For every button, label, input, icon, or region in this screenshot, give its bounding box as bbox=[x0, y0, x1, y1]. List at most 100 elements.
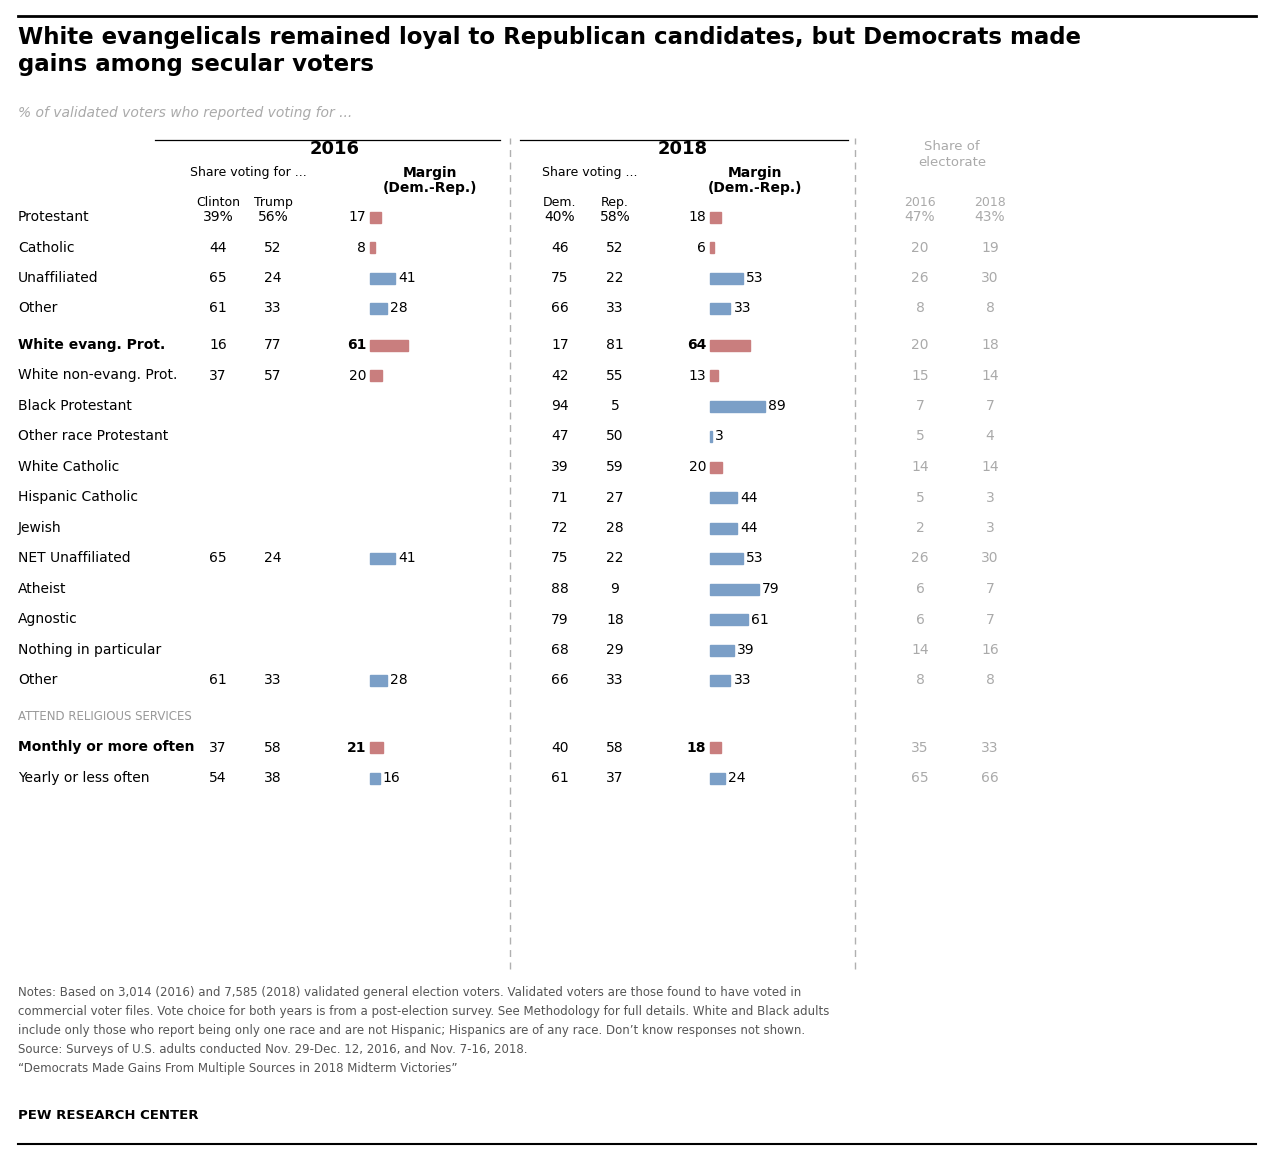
Bar bbox=[710, 741, 721, 753]
Text: 7: 7 bbox=[986, 612, 995, 626]
Text: Share voting for ...: Share voting for ... bbox=[190, 166, 306, 179]
Text: 33: 33 bbox=[264, 674, 282, 688]
Bar bbox=[710, 242, 713, 253]
Text: 77: 77 bbox=[264, 338, 282, 352]
Text: % of validated voters who reported voting for ...: % of validated voters who reported votin… bbox=[18, 106, 352, 120]
Text: 46: 46 bbox=[552, 241, 568, 255]
Text: (Dem.-Rep.): (Dem.-Rep.) bbox=[708, 180, 803, 196]
Text: 30: 30 bbox=[981, 271, 999, 285]
Text: 38: 38 bbox=[264, 771, 282, 785]
Text: Other race Protestant: Other race Protestant bbox=[18, 430, 168, 443]
Text: 33: 33 bbox=[981, 740, 999, 754]
Text: 58: 58 bbox=[606, 740, 624, 754]
Bar bbox=[710, 492, 738, 503]
Text: 50: 50 bbox=[606, 430, 624, 443]
Text: 6: 6 bbox=[697, 241, 706, 255]
Bar bbox=[710, 370, 719, 381]
Text: 18: 18 bbox=[688, 210, 706, 223]
Text: 17: 17 bbox=[552, 338, 568, 352]
Text: 24: 24 bbox=[264, 552, 282, 566]
Text: 58%: 58% bbox=[600, 210, 631, 223]
Text: 7: 7 bbox=[986, 399, 995, 413]
Bar bbox=[710, 212, 721, 222]
Text: 94: 94 bbox=[552, 399, 568, 413]
Text: 20: 20 bbox=[688, 460, 706, 474]
Text: 2016: 2016 bbox=[905, 196, 936, 210]
Text: 61: 61 bbox=[347, 338, 366, 352]
Text: 44: 44 bbox=[740, 521, 758, 535]
Bar bbox=[710, 583, 759, 595]
Text: 53: 53 bbox=[745, 271, 763, 285]
Text: Dem.: Dem. bbox=[543, 196, 577, 210]
Bar bbox=[710, 523, 738, 533]
Text: 24: 24 bbox=[264, 271, 282, 285]
Text: 40%: 40% bbox=[545, 210, 576, 223]
Text: 20: 20 bbox=[911, 241, 929, 255]
Text: 6: 6 bbox=[916, 612, 925, 626]
Text: 33: 33 bbox=[606, 674, 624, 688]
Text: 47: 47 bbox=[552, 430, 568, 443]
Text: 21: 21 bbox=[347, 740, 366, 754]
Text: 29: 29 bbox=[606, 643, 624, 656]
Text: 40: 40 bbox=[552, 740, 568, 754]
Text: 28: 28 bbox=[606, 521, 624, 535]
Text: 81: 81 bbox=[606, 338, 624, 352]
Text: Share voting ...: Share voting ... bbox=[543, 166, 638, 179]
Text: 35: 35 bbox=[911, 740, 929, 754]
Text: 7: 7 bbox=[916, 399, 925, 413]
Text: 33: 33 bbox=[734, 301, 750, 315]
Text: Black Protestant: Black Protestant bbox=[18, 399, 132, 413]
Text: 66: 66 bbox=[552, 301, 569, 315]
Text: 39: 39 bbox=[738, 643, 754, 656]
Text: 26: 26 bbox=[911, 552, 929, 566]
Bar bbox=[710, 303, 730, 314]
Text: 16: 16 bbox=[981, 643, 999, 656]
Text: 28: 28 bbox=[390, 674, 408, 688]
Text: 14: 14 bbox=[981, 460, 999, 474]
Text: 43%: 43% bbox=[975, 210, 1005, 223]
Bar bbox=[369, 212, 381, 222]
Bar bbox=[369, 370, 382, 381]
Text: 8: 8 bbox=[916, 301, 925, 315]
Text: 19: 19 bbox=[981, 241, 999, 255]
Text: 61: 61 bbox=[552, 771, 569, 785]
Text: 3: 3 bbox=[986, 490, 995, 504]
Text: 26: 26 bbox=[911, 271, 929, 285]
Text: 20: 20 bbox=[911, 338, 929, 352]
Bar bbox=[710, 461, 722, 473]
Text: Notes: Based on 3,014 (2016) and 7,585 (2018) validated general election voters.: Notes: Based on 3,014 (2016) and 7,585 (… bbox=[18, 986, 829, 1076]
Text: 9: 9 bbox=[610, 582, 619, 596]
Text: 5: 5 bbox=[610, 399, 619, 413]
Text: 37: 37 bbox=[209, 369, 227, 383]
Bar bbox=[369, 741, 383, 753]
Text: PEW RESEARCH CENTER: PEW RESEARCH CENTER bbox=[18, 1109, 199, 1122]
Text: Other: Other bbox=[18, 301, 57, 315]
Text: 44: 44 bbox=[209, 241, 227, 255]
Text: Margin: Margin bbox=[403, 166, 457, 180]
Text: 65: 65 bbox=[209, 271, 227, 285]
Text: White non-evang. Prot.: White non-evang. Prot. bbox=[18, 369, 177, 383]
Text: 56%: 56% bbox=[257, 210, 288, 223]
Bar bbox=[710, 400, 766, 412]
Text: 33: 33 bbox=[606, 301, 624, 315]
Text: 24: 24 bbox=[727, 771, 745, 785]
Bar bbox=[369, 242, 375, 253]
Text: Hispanic Catholic: Hispanic Catholic bbox=[18, 490, 138, 504]
Text: 61: 61 bbox=[750, 612, 768, 626]
Text: 16: 16 bbox=[209, 338, 227, 352]
Text: 88: 88 bbox=[552, 582, 569, 596]
Text: 18: 18 bbox=[981, 338, 999, 352]
Bar bbox=[369, 553, 395, 565]
Text: 55: 55 bbox=[606, 369, 624, 383]
Text: 5: 5 bbox=[916, 430, 925, 443]
Text: Agnostic: Agnostic bbox=[18, 612, 78, 626]
Text: 53: 53 bbox=[745, 552, 763, 566]
Text: 18: 18 bbox=[687, 740, 706, 754]
Text: 64: 64 bbox=[687, 338, 706, 352]
Text: 5: 5 bbox=[916, 490, 925, 504]
Text: Margin: Margin bbox=[727, 166, 782, 180]
Text: 39%: 39% bbox=[203, 210, 233, 223]
Text: White evangelicals remained loyal to Republican candidates, but Democrats made
g: White evangelicals remained loyal to Rep… bbox=[18, 26, 1082, 77]
Text: 14: 14 bbox=[981, 369, 999, 383]
Text: 16: 16 bbox=[383, 771, 400, 785]
